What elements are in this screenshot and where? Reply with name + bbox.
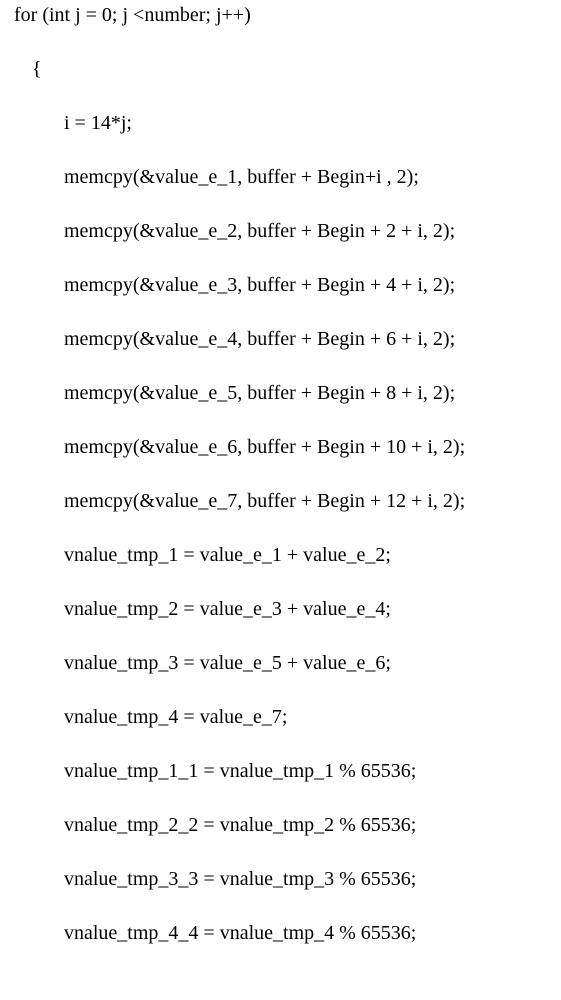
code-page: for (int j = 0; j <number; j++) { i = 14*j… [0,0,561,943]
code-line: memcpy(&value_e_7, buffer + Begin + 12 +… [14,491,561,511]
code-line: memcpy(&value_e_5, buffer + Begin + 8 + … [14,383,561,403]
code-line: i = 14*j; [14,113,561,133]
code-line: vnalue_tmp_1 = value_e_1 + value_e_2; [14,545,561,565]
code-line: memcpy(&value_e_1, buffer + Begin+i , 2)… [14,167,561,187]
code-line: memcpy(&value_e_4, buffer + Begin + 6 + … [14,329,561,349]
code-line: vnalue_tmp_1_1 = vnalue_tmp_1 % 65536; [14,761,561,781]
code-line: vnalue_tmp_4 = value_e_7; [14,707,561,727]
code-line: vnalue_tmp_2_2 = vnalue_tmp_2 % 65536; [14,815,561,835]
code-line: memcpy(&value_e_6, buffer + Begin + 10 +… [14,437,561,457]
code-line: vnalue_tmp_3_3 = vnalue_tmp_3 % 65536; [14,869,561,889]
code-line: for (int j = 0; j <number; j++) [14,5,561,25]
code-line: vnalue_tmp_3 = value_e_5 + value_e_6; [14,653,561,673]
code-line: memcpy(&value_e_3, buffer + Begin + 4 + … [14,275,561,295]
code-line: { [14,59,561,79]
code-line: vnalue_tmp_4_4 = vnalue_tmp_4 % 65536; [14,923,561,943]
code-line: vnalue_tmp_2 = value_e_3 + value_e_4; [14,599,561,619]
code-line: memcpy(&value_e_2, buffer + Begin + 2 + … [14,221,561,241]
